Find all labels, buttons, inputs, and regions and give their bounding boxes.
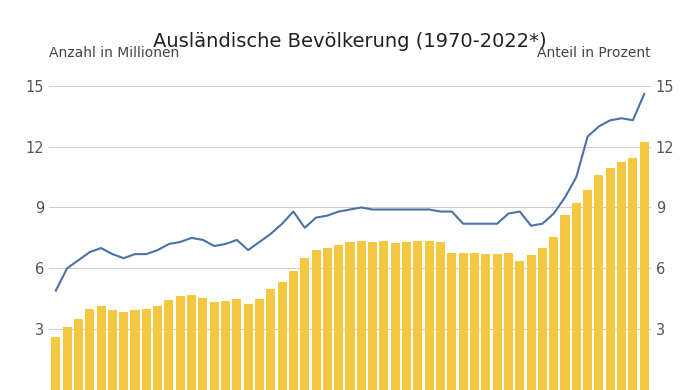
Bar [289, 271, 298, 390]
Bar [164, 300, 174, 390]
Bar [379, 241, 389, 390]
Bar [221, 301, 230, 390]
Bar [470, 254, 479, 390]
Bar [346, 242, 354, 390]
Bar [300, 258, 309, 390]
Bar [210, 301, 218, 390]
Bar [108, 310, 117, 390]
Bar [130, 310, 139, 390]
Bar [312, 250, 321, 390]
Bar [458, 253, 468, 390]
Bar [74, 319, 83, 390]
Bar [176, 296, 185, 390]
Title: Ausländische Bevölkerung (1970-2022*): Ausländische Bevölkerung (1970-2022*) [153, 32, 547, 51]
Bar [526, 255, 536, 390]
Bar [447, 253, 456, 390]
Bar [187, 295, 196, 390]
Bar [97, 306, 106, 390]
Bar [119, 312, 128, 390]
Bar [594, 175, 603, 390]
Bar [244, 304, 253, 390]
Bar [493, 254, 502, 390]
Bar [142, 309, 150, 390]
Bar [617, 162, 626, 390]
Bar [62, 327, 71, 390]
Bar [391, 243, 400, 390]
Bar [198, 298, 207, 390]
Bar [515, 261, 524, 390]
Bar [629, 158, 638, 390]
Bar [606, 168, 615, 390]
Bar [561, 215, 570, 390]
Bar [266, 289, 275, 390]
Bar [482, 254, 490, 390]
Text: Anteil in Prozent: Anteil in Prozent [538, 46, 651, 60]
Bar [425, 241, 434, 390]
Bar [640, 142, 649, 390]
Text: Anzahl in Millionen: Anzahl in Millionen [49, 46, 179, 60]
Bar [232, 298, 241, 390]
Bar [255, 299, 264, 390]
Bar [504, 253, 513, 390]
Bar [538, 248, 547, 390]
Bar [278, 282, 286, 390]
Bar [583, 190, 592, 390]
Bar [368, 241, 377, 390]
Bar [402, 241, 411, 390]
Bar [85, 310, 94, 390]
Bar [334, 245, 343, 390]
Bar [323, 248, 332, 390]
Bar [51, 337, 60, 390]
Bar [436, 242, 445, 390]
Bar [414, 241, 422, 390]
Bar [550, 237, 558, 390]
Bar [357, 241, 366, 390]
Bar [153, 306, 162, 390]
Bar [572, 203, 581, 390]
